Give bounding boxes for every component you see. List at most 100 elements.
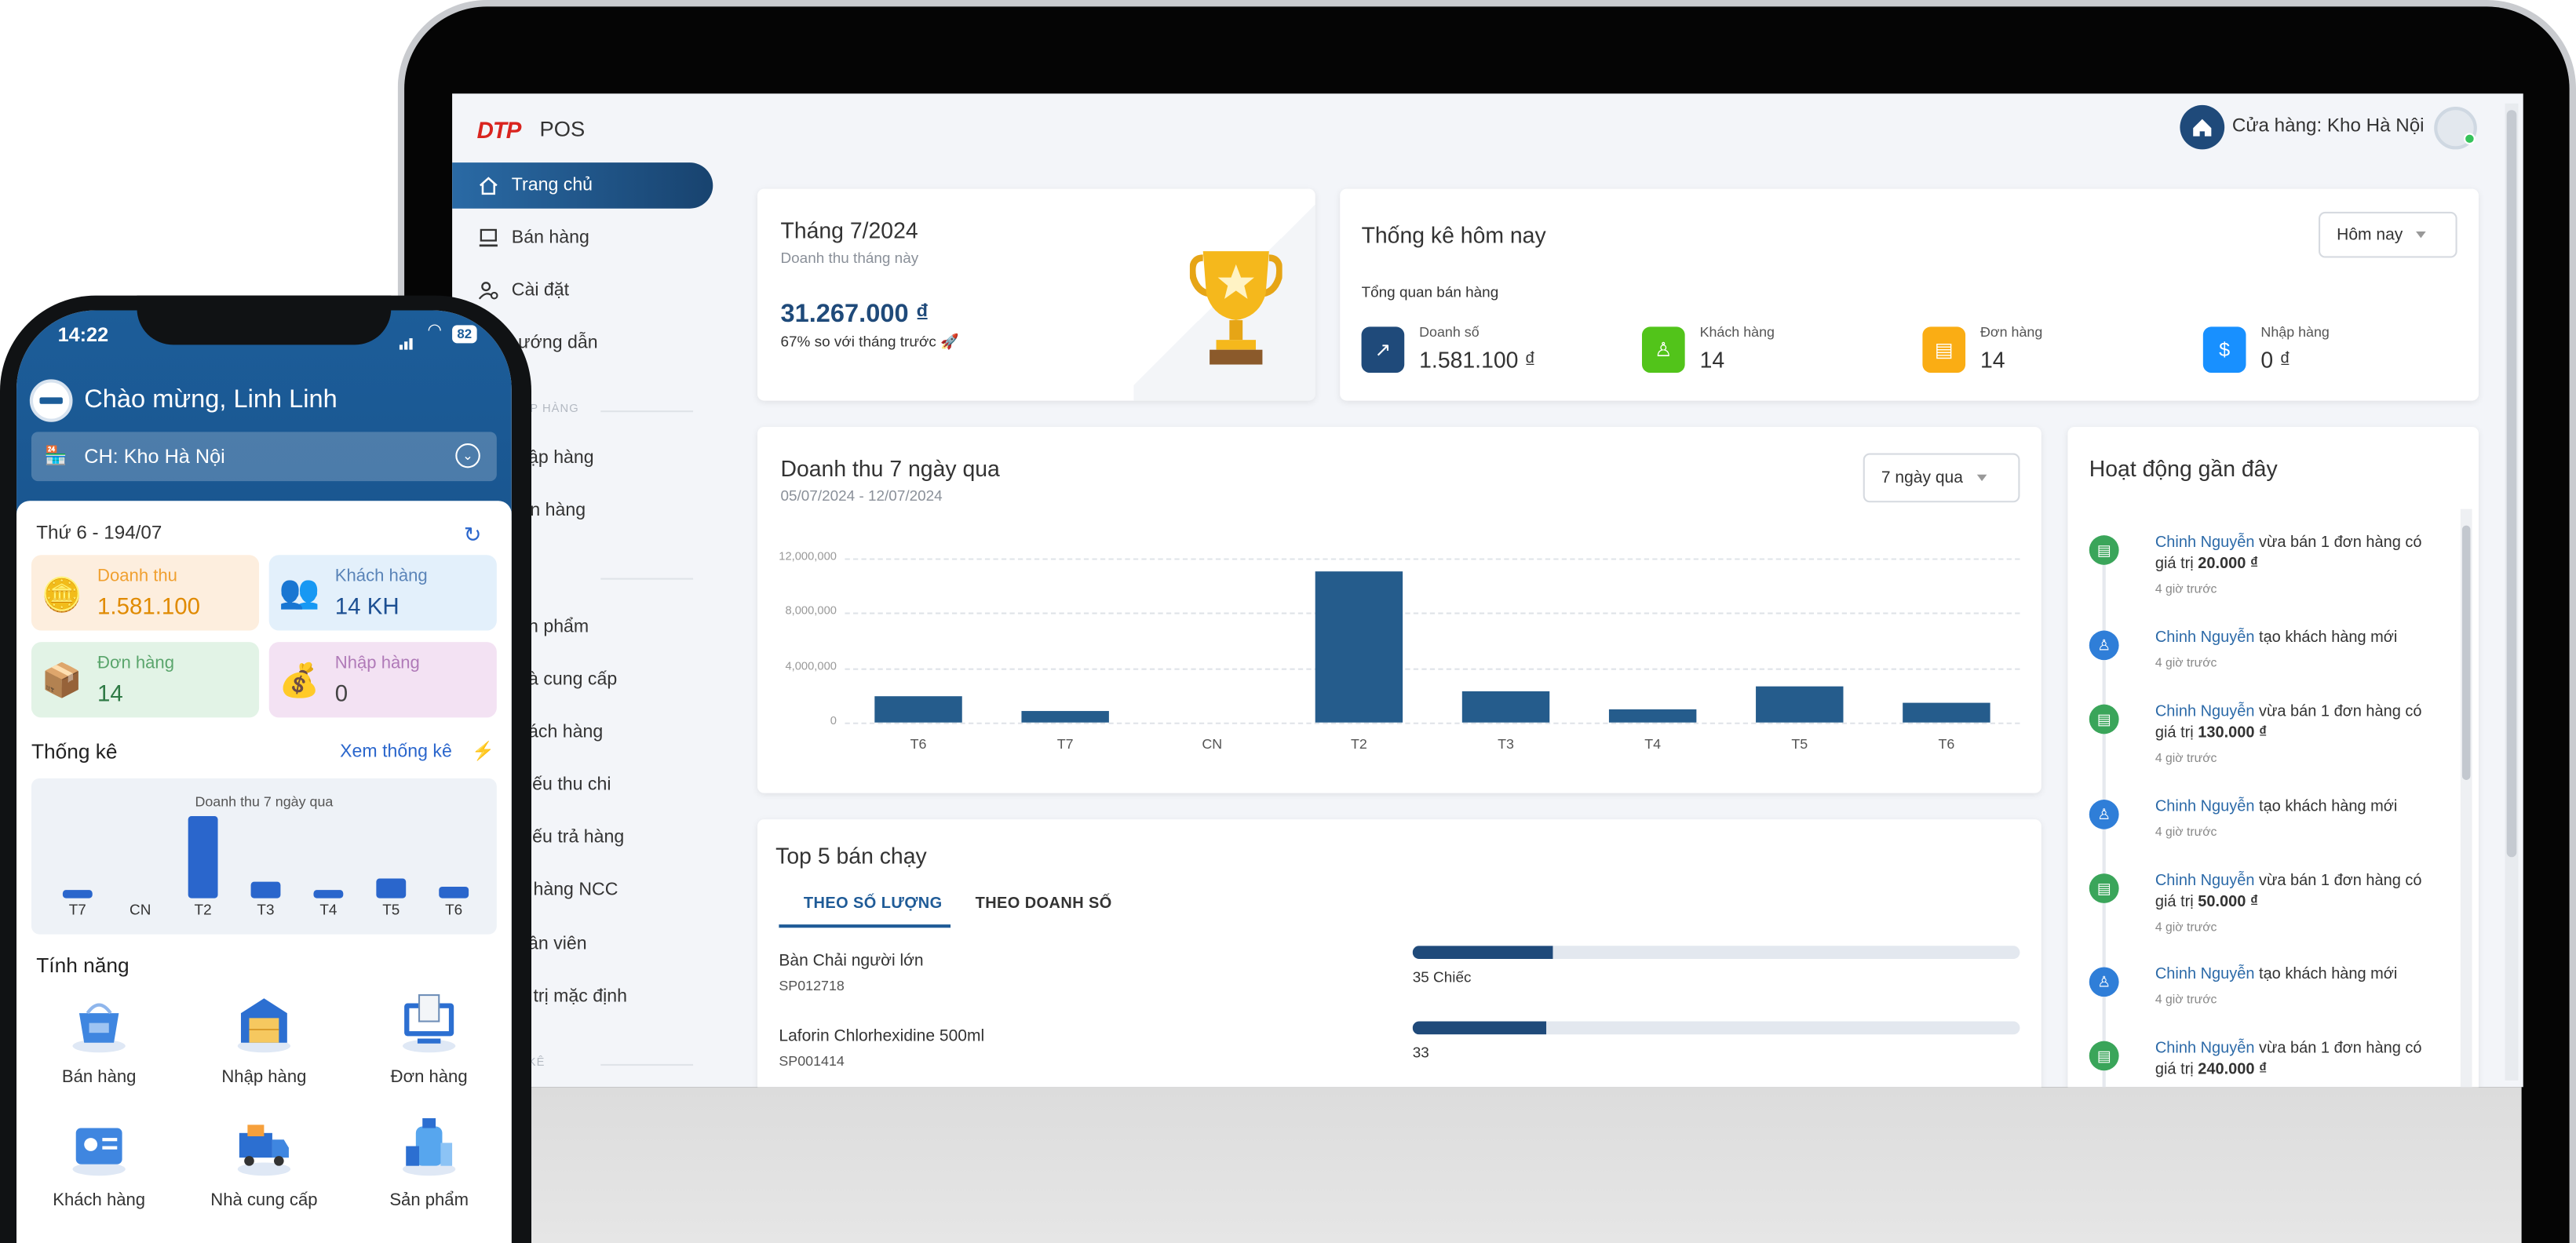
y-tick-label: 8,000,000 — [785, 606, 837, 618]
revenue-bar[interactable] — [1902, 702, 1990, 723]
page-scrollbar[interactable] — [2505, 103, 2519, 1081]
mini-x-label: T7 — [68, 901, 86, 918]
tile-revenue[interactable]: 🪙 Doanh thu 1.581.100 — [31, 555, 260, 631]
desktop-app: DTP POS Cửa hàng: Kho Hà Nội Trang chủ B… — [452, 93, 2523, 1088]
sidebar-item-customers[interactable]: hách hàng — [452, 709, 713, 756]
trophy-icon — [1189, 251, 1283, 365]
feature-label[interactable]: Khách hàng — [53, 1190, 146, 1211]
tile-customers[interactable]: 👥 Khách hàng 14 KH — [268, 555, 497, 631]
mini-chart-title: Doanh thu 7 ngày qua — [195, 793, 334, 810]
x-tick-label: CN — [1202, 735, 1223, 753]
sidebar-item-guide[interactable]: ướng dẫn — [452, 320, 713, 366]
period-dropdown[interactable]: Hôm nay — [2319, 211, 2457, 258]
chevron-down-icon: ⌄ — [455, 443, 480, 468]
range-dropdown-value: 7 ngày qua — [1881, 468, 1963, 487]
sidebar-item-label: hiếu trả hàng — [518, 827, 625, 848]
activity-card: Hoạt động gần đây ▤ Chinh Nguyễn vừa bán … — [2067, 427, 2479, 1088]
revenue-bar[interactable] — [874, 696, 961, 723]
status-time: 14:22 — [57, 323, 109, 347]
sidebar-item-label: hà cung cấp — [518, 669, 618, 690]
delivery-truck-icon[interactable] — [231, 1114, 297, 1179]
tab-by-revenue[interactable]: THEO DOANH SỐ — [975, 895, 1112, 913]
activity-desc: vừa bán 1 đơn hàng có giá trị — [2155, 1039, 2422, 1079]
phone-notch — [137, 295, 392, 345]
feature-label[interactable]: Bán hàng — [61, 1067, 137, 1088]
sidebar-item-defaults[interactable]: á trị mặc định — [452, 974, 713, 1020]
product-name: Bàn Chải người lớn — [779, 952, 924, 971]
activity-desc: vừa bán 1 đơn hàng có giá trị — [2155, 534, 2422, 574]
x-tick-label: T7 — [1056, 735, 1074, 753]
settings-icon — [478, 282, 498, 300]
tab-by-quantity[interactable]: THEO SỐ LƯỢNG — [803, 895, 943, 913]
battery-icon: 82 — [452, 325, 477, 344]
revenue-bar[interactable] — [1461, 691, 1549, 723]
progress-fill — [1412, 946, 1553, 960]
coin-stack-icon: 💰 — [279, 663, 320, 700]
revenue-bar[interactable] — [1020, 711, 1108, 723]
coins-icon: 🪙 — [41, 578, 82, 614]
new-customer-icon: ♙ — [2089, 967, 2119, 997]
kpi-value: 14 — [1980, 348, 2005, 373]
sidebar-item-suppliers[interactable]: hà cung cấp — [452, 657, 713, 703]
x-tick-label: T4 — [1644, 735, 1662, 753]
sidebar-item-home[interactable]: Trang chủ — [452, 162, 713, 209]
users-icon: 👥 — [279, 574, 320, 611]
activity-user[interactable]: Chinh Nguyễn — [2155, 797, 2255, 816]
features-title: Tính năng — [36, 953, 130, 978]
warehouse-icon[interactable] — [231, 990, 297, 1056]
tile-value: 14 KH — [334, 592, 400, 619]
y-tick-label: 12,000,000 — [779, 552, 837, 563]
activity-amount: 130.000 ₫ — [2198, 724, 2268, 742]
mini-bar — [313, 890, 344, 899]
online-status-dot — [2464, 133, 2476, 145]
activity-user[interactable]: Chinh Nguyễn — [2155, 872, 2255, 891]
sidebar-item-supplier-returns[interactable]: ả hàng NCC — [452, 867, 713, 913]
user-icon: ♙ — [1641, 326, 1685, 373]
today-stats-card: Thống kê hôm nay Hôm nay Tổng quan bán h… — [1340, 188, 2479, 401]
customer-card-icon[interactable] — [66, 1114, 132, 1179]
sidebar-item-returns[interactable]: hiếu trả hàng — [452, 815, 713, 861]
feature-label[interactable]: Sản phẩm — [389, 1190, 469, 1211]
top5-card: Top 5 bán chạy THEO SỐ LƯỢNG THEO DOANH … — [757, 819, 2041, 1088]
sidebar-item-label: á trị mặc định — [518, 986, 628, 1007]
sidebar-section-import: ẬP HÀNG — [521, 403, 579, 416]
sidebar-item-cashbook[interactable]: hiếu thu chi — [452, 762, 713, 808]
store-selector[interactable]: 🏪 CH: Kho Hà Nội ⌄ — [31, 432, 497, 482]
month-compare: 67% so với tháng trước 🚀 — [780, 333, 959, 350]
activity-user[interactable]: Chinh Nguyễn — [2155, 1039, 2255, 1058]
view-stats-link[interactable]: Xem thống kê — [340, 742, 452, 762]
product-bottle-icon[interactable] — [396, 1114, 462, 1179]
avatar[interactable] — [29, 379, 73, 422]
revenue-bar-chart: 12,000,000 8,000,000 4,000,000 0 T6 T7 CN T2 T3 T… — [757, 427, 2041, 793]
dollar-icon: $ — [2202, 326, 2246, 373]
activity-user[interactable]: Chinh Nguyễn — [2155, 534, 2255, 552]
x-tick-label: T5 — [1791, 735, 1808, 753]
month-revenue-card: Tháng 7/2024 Doanh thu tháng này 31.267.… — [757, 188, 1315, 401]
home-icon-button[interactable] — [2180, 104, 2225, 150]
progress-fill — [1412, 1021, 1546, 1035]
tile-orders[interactable]: 📦 Đơn hàng 14 — [31, 642, 260, 718]
store-selector[interactable]: Cửa hàng: Kho Hà Nội — [2231, 116, 2425, 137]
activity-user[interactable]: Chinh Nguyễn — [2155, 629, 2255, 647]
sidebar-item-sales[interactable]: Bán hàng — [452, 215, 713, 261]
sales-basket-icon[interactable] — [66, 990, 132, 1056]
activity-user[interactable]: Chinh Nguyễn — [2155, 702, 2255, 721]
grid-line — [845, 667, 2020, 670]
activity-user[interactable]: Chinh Nguyễn — [2155, 965, 2255, 984]
avatar[interactable] — [2434, 107, 2477, 150]
revenue-bar[interactable] — [1314, 571, 1403, 723]
refresh-icon[interactable]: ↻ — [463, 522, 482, 547]
revenue-bar[interactable] — [1607, 709, 1696, 723]
sidebar-item-settings[interactable]: Cài đặt — [452, 268, 713, 314]
feature-label[interactable]: Nhà cung cấp — [210, 1190, 318, 1211]
tile-imports[interactable]: 💰 Nhập hàng 0 — [268, 642, 497, 718]
x-tick-label: T6 — [1938, 735, 1955, 753]
revenue-bar[interactable] — [1755, 685, 1843, 723]
range-dropdown[interactable]: 7 ngày qua — [1863, 453, 2020, 503]
kpi-value: 1.581.100 ₫ — [1419, 348, 1536, 373]
order-monitor-icon[interactable] — [396, 990, 462, 1056]
feature-label[interactable]: Đơn hàng — [390, 1067, 468, 1088]
activity-scrollbar[interactable] — [2460, 508, 2472, 1088]
feature-label[interactable]: Nhập hàng — [221, 1067, 307, 1088]
product-name: Laforin Chlorhexidine 500ml — [779, 1027, 985, 1046]
